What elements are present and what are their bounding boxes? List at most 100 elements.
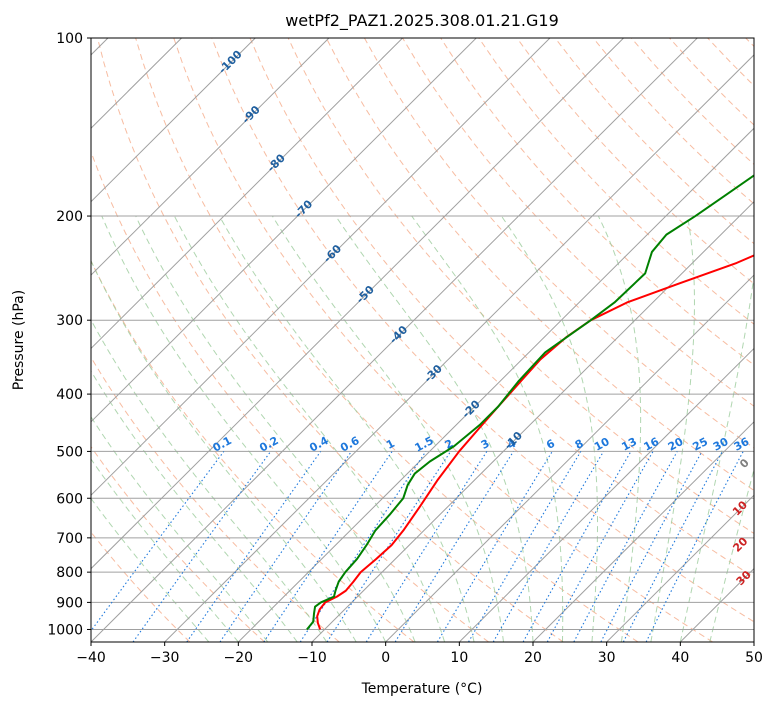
background-lines <box>91 38 754 642</box>
isotherm <box>532 421 754 642</box>
mixing-ratio-label: 30 <box>711 435 731 454</box>
plot-frame <box>90 37 755 643</box>
isotherm <box>458 347 754 642</box>
mixing-ratio-line <box>600 451 703 642</box>
x-tick-label: −30 <box>150 650 180 666</box>
moist-adiabat <box>91 458 239 642</box>
x-tick-label: 10 <box>450 650 468 666</box>
dewpoint-line <box>306 174 754 631</box>
dry-adiabat <box>91 259 415 642</box>
dry-adiabat <box>287 38 754 535</box>
moist-adiabat <box>679 272 754 642</box>
y-axis-label: Pressure (hPa) <box>11 290 27 390</box>
mixing-ratio-line <box>326 451 452 642</box>
mixing-ratio-line <box>394 451 514 642</box>
moist-adiabat <box>91 416 269 642</box>
isotherm <box>91 38 477 423</box>
y-tick-label: 300 <box>56 313 83 329</box>
moist-adiabat <box>411 215 564 642</box>
y-tick-label: 1000 <box>47 622 83 638</box>
mixing-ratio-line <box>468 451 582 642</box>
mixing-ratio-line <box>546 451 654 642</box>
dry-adiabat <box>669 38 754 126</box>
y-tick-label: 500 <box>56 444 83 460</box>
isotherm <box>91 38 403 350</box>
dry-adiabat <box>516 38 754 285</box>
isotherm <box>679 567 754 642</box>
moist-adiabat-label: 40 <box>756 597 775 617</box>
mixing-ratio-label: 6 <box>544 437 557 452</box>
mixing-ratio-label: 13 <box>619 435 639 454</box>
isotherm <box>385 274 754 642</box>
mixing-ratio-label: 10 <box>592 435 612 454</box>
moist-adiabat <box>650 215 695 642</box>
y-tick-label: 400 <box>56 387 83 403</box>
axis-ticks: −40 −30 −20 −10 0 10 20 30 40 5010009008007006005… <box>47 31 763 666</box>
moist-adiabat <box>173 215 446 642</box>
dry-adiabat <box>91 356 340 642</box>
chart-title: wetPf2_PAZ1.2025.308.01.21.G19 <box>285 11 559 31</box>
dry-adiabat <box>91 531 191 642</box>
mixing-ratio-label: 16 <box>642 435 662 454</box>
dry-adiabat <box>91 445 265 642</box>
dry-adiabat <box>592 38 754 205</box>
dry-adiabat <box>173 38 714 642</box>
moist-adiabat <box>91 318 328 642</box>
isotherm <box>753 641 754 642</box>
mixing-ratio-line <box>219 451 352 642</box>
y-tick-label: 900 <box>56 595 83 611</box>
mixing-ratio-line <box>522 451 632 642</box>
moist-adiabat <box>597 215 642 642</box>
y-tick-label: 800 <box>56 565 83 581</box>
moist-adiabat <box>218 215 475 642</box>
dry-adiabat <box>325 38 754 492</box>
dry-adiabat <box>211 38 754 623</box>
profile-series <box>306 174 754 631</box>
isotherm <box>91 38 698 642</box>
x-tick-label: 40 <box>671 650 689 666</box>
moist-adiabat <box>335 215 534 642</box>
y-tick-label: 700 <box>56 531 83 547</box>
dry-adiabat <box>745 38 754 48</box>
x-axis-label: Temperature (°C) <box>361 681 483 697</box>
mixing-ratio-label: 36 <box>732 435 752 454</box>
x-tick-label: −10 <box>297 650 327 666</box>
x-tick-label: 0 <box>381 650 390 666</box>
dry-adiabat <box>97 38 564 642</box>
mixing-ratio-line <box>132 451 272 642</box>
moist-adiabat <box>91 497 210 642</box>
moist-adiabat <box>271 215 505 642</box>
moist-adiabat <box>135 215 416 642</box>
mixing-ratio-line <box>186 451 322 642</box>
y-tick-label: 600 <box>56 491 83 507</box>
temperature-line <box>316 254 754 630</box>
isotherm <box>606 494 754 642</box>
x-tick-label: 20 <box>524 650 542 666</box>
mixing-ratio-line <box>91 451 225 632</box>
mixing-ratio-line <box>645 451 744 642</box>
mixing-ratio-line <box>365 451 488 642</box>
dry-adiabat <box>249 38 754 578</box>
x-tick-label: −20 <box>224 650 254 666</box>
y-tick-label: 100 <box>56 31 83 47</box>
isotherm <box>237 127 754 642</box>
y-tick-label: 200 <box>56 209 83 225</box>
moist-adiabat <box>101 215 387 642</box>
isotherm <box>311 200 754 642</box>
dry-adiabat <box>135 38 639 642</box>
mixing-ratio-line <box>573 451 678 642</box>
isotherm <box>91 38 256 203</box>
mixing-ratio-line <box>299 451 427 642</box>
x-tick-label: −40 <box>76 650 106 666</box>
x-tick-label: 50 <box>745 650 763 666</box>
mixing-ratio-line <box>263 451 393 642</box>
moist-adiabat <box>91 259 357 642</box>
mixing-ratio-label: 25 <box>690 435 710 454</box>
moist-adiabat <box>91 370 298 642</box>
isotherm <box>91 38 624 570</box>
mixing-ratio-label: 20 <box>666 435 686 454</box>
isotherm-label: -100 <box>216 48 245 77</box>
moist-adiabat-label: 0 <box>737 456 752 471</box>
mixing-ratio-line <box>436 451 553 642</box>
